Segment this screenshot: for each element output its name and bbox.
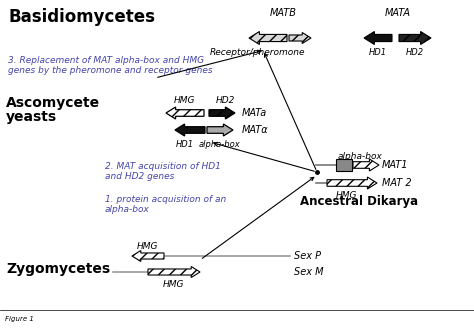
Text: Figure 1: Figure 1 [5, 316, 34, 322]
Text: alpha-box: alpha-box [199, 140, 241, 149]
FancyArrow shape [207, 124, 233, 136]
FancyArrow shape [327, 177, 377, 189]
Text: HMG: HMG [174, 96, 196, 105]
Text: Zygomycetes: Zygomycetes [6, 262, 110, 276]
Text: MATB: MATB [270, 8, 297, 18]
Text: HD1: HD1 [176, 140, 194, 149]
Text: MATA: MATA [385, 8, 411, 18]
FancyArrow shape [132, 251, 164, 262]
Text: HD2: HD2 [215, 96, 235, 105]
Text: Basidiomycetes: Basidiomycetes [8, 8, 155, 26]
FancyArrow shape [353, 159, 379, 171]
FancyArrow shape [175, 124, 205, 136]
FancyArrow shape [364, 31, 392, 45]
FancyArrow shape [249, 31, 287, 45]
Text: MAT1: MAT1 [382, 160, 409, 170]
Text: Ascomycete: Ascomycete [6, 96, 100, 110]
Text: 3. Replacement of MAT alpha-box and HMG
genes by the pheromone and receptor gene: 3. Replacement of MAT alpha-box and HMG … [8, 56, 213, 75]
Text: HMG: HMG [163, 280, 185, 289]
Text: Sex P: Sex P [294, 251, 321, 261]
Text: Sex M: Sex M [294, 267, 323, 277]
FancyArrow shape [399, 31, 431, 45]
Text: yeasts: yeasts [6, 110, 57, 124]
Text: alpha-box: alpha-box [337, 152, 383, 161]
FancyArrow shape [166, 107, 204, 119]
Text: HMG: HMG [336, 191, 358, 200]
Text: MATa: MATa [242, 108, 267, 118]
Text: 1. protein acquisition of an
alpha-box: 1. protein acquisition of an alpha-box [105, 195, 226, 214]
Text: HMG: HMG [137, 242, 159, 251]
Text: HD2: HD2 [406, 48, 424, 57]
Text: Ancestral Dikarya: Ancestral Dikarya [300, 195, 418, 208]
Text: HD1: HD1 [369, 48, 387, 57]
Bar [336, 159, 352, 171]
Text: Receptor/pheromone: Receptor/pheromone [210, 48, 306, 57]
FancyArrow shape [148, 267, 200, 277]
FancyArrow shape [209, 107, 235, 119]
Text: MATα: MATα [242, 125, 269, 135]
Text: 2. MAT acquisition of HD1
and HD2 genes: 2. MAT acquisition of HD1 and HD2 genes [105, 162, 221, 181]
FancyArrow shape [289, 32, 311, 44]
Text: MAT 2: MAT 2 [382, 178, 411, 188]
